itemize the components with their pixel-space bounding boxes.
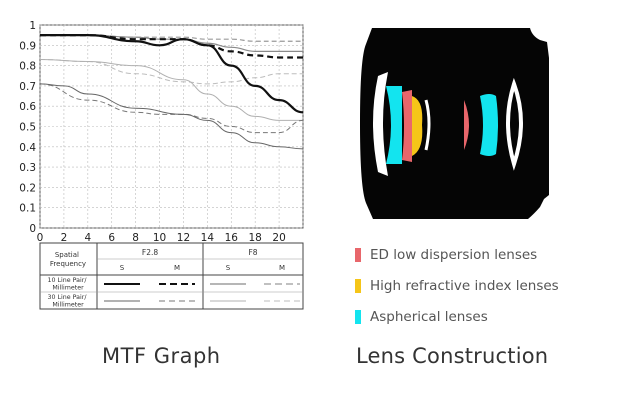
y-tick-label: 0.5 <box>19 122 36 134</box>
x-tick-label: 10 <box>153 232 166 244</box>
row-10lp-line-2: Millimeter <box>52 285 84 292</box>
ed-lens <box>464 100 469 150</box>
mtf-series-line <box>39 83 304 134</box>
orientation-s-header: S <box>226 264 231 272</box>
y-tick-label: 0.1 <box>19 203 36 215</box>
legend-ed-label: ED low dispersion lenses <box>370 247 538 263</box>
ed-lens <box>402 90 412 162</box>
lens-barrel <box>360 28 549 219</box>
mtf-graph-caption: MTF Graph <box>102 344 221 368</box>
lens-element-outline <box>506 77 523 171</box>
aperture-f28-header: F2.8 <box>142 248 158 257</box>
y-tick-label: 0.7 <box>19 81 36 93</box>
ed-swatch <box>355 248 361 262</box>
legend-high-index-lenses: High refractive index lenses <box>370 278 559 294</box>
lens-element-outline <box>373 72 388 176</box>
aspherical-lens <box>386 86 402 164</box>
mtf-legend-table: Spatial Frequency F2.8 F8 S M S M 10 Lin… <box>39 242 304 310</box>
y-tick-label: 0.8 <box>19 61 36 73</box>
aspherical-lens <box>480 94 498 156</box>
lens-construction-caption: Lens Construction <box>356 344 549 368</box>
chart-series <box>39 34 304 150</box>
x-axis-ticks: 0 2 4 6 8 10 12 14 16 18 20 <box>37 232 286 244</box>
lens-element-outline <box>424 99 431 151</box>
chart-grid <box>39 24 304 229</box>
chart-frame <box>39 24 304 229</box>
x-tick-label: 4 <box>84 232 91 244</box>
row-10lp-label: 10 Line Pair/ Millimeter <box>48 277 89 292</box>
x-tick-label: 0 <box>37 232 44 244</box>
legend-aspherical-label: Aspherical lenses <box>370 309 488 325</box>
legend-ed-lenses: ED low dispersion lenses <box>370 247 537 263</box>
mtf-series-line <box>39 59 303 85</box>
high-index-lens <box>412 96 423 156</box>
mtf-series-line <box>39 59 303 121</box>
aspherical-swatch <box>355 310 361 324</box>
spatial-frequency-line-1: Spatial <box>55 251 79 259</box>
y-tick-label: 0.3 <box>19 162 36 174</box>
y-tick-label: 0.9 <box>19 40 36 52</box>
x-tick-label: 20 <box>272 232 285 244</box>
x-tick-label: 6 <box>108 232 115 244</box>
x-tick-label: 12 <box>177 232 190 244</box>
y-tick-label: 0.6 <box>19 101 36 113</box>
y-tick-label: 1 <box>29 20 36 32</box>
y-tick-label: 0.4 <box>19 142 36 154</box>
y-tick-label: 0.2 <box>19 182 36 194</box>
aperture-f8-header: F8 <box>248 248 257 257</box>
high-index-swatch <box>355 279 361 293</box>
row-30lp-line-2: Millimeter <box>52 302 84 309</box>
row-30lp-line-1: 30 Line Pair/ <box>48 294 88 301</box>
orientation-m-header: M <box>174 264 180 272</box>
table-frame <box>39 242 304 310</box>
mtf-series-line <box>40 34 303 42</box>
x-tick-label: 14 <box>201 232 215 244</box>
mtf-chart: 0 2 4 6 8 10 12 14 16 18 20 0 0.1 0.2 0.3 0.4 0.5 0.6 0.7… <box>19 20 304 244</box>
mtf-series-line <box>39 83 304 150</box>
legend-high-index-label: High refractive index lenses <box>370 278 559 294</box>
x-tick-label: 8 <box>132 232 139 244</box>
legend-aspherical-lenses: Aspherical lenses <box>370 309 488 325</box>
mtf-series-line <box>40 34 304 114</box>
x-tick-label: 16 <box>225 232 239 244</box>
orientation-s-header: S <box>120 264 125 272</box>
row-30lp-label: 30 Line Pair/ Millimeter <box>48 294 89 309</box>
y-axis-ticks: 0 0.1 0.2 0.3 0.4 0.5 0.6 0.7 0.8 0.9 1 <box>19 20 36 235</box>
x-tick-label: 2 <box>61 232 68 244</box>
lens-construction-diagram <box>360 28 549 219</box>
row-10lp-line-1: 10 Line Pair/ <box>48 277 88 284</box>
y-tick-label: 0 <box>29 223 36 235</box>
spatial-frequency-line-2: Frequency <box>50 260 86 268</box>
orientation-m-header: M <box>279 264 285 272</box>
x-tick-label: 18 <box>248 232 261 244</box>
spatial-frequency-label: Spatial Frequency <box>50 251 86 268</box>
